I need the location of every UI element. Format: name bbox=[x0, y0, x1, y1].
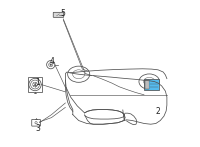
FancyBboxPatch shape bbox=[53, 12, 64, 17]
FancyBboxPatch shape bbox=[145, 80, 149, 89]
Text: 5: 5 bbox=[60, 9, 65, 18]
Circle shape bbox=[50, 64, 52, 66]
FancyBboxPatch shape bbox=[144, 79, 159, 90]
Text: 4: 4 bbox=[50, 57, 55, 66]
Text: 1: 1 bbox=[35, 78, 40, 87]
Text: 2: 2 bbox=[156, 107, 160, 116]
Text: 3: 3 bbox=[35, 124, 40, 133]
